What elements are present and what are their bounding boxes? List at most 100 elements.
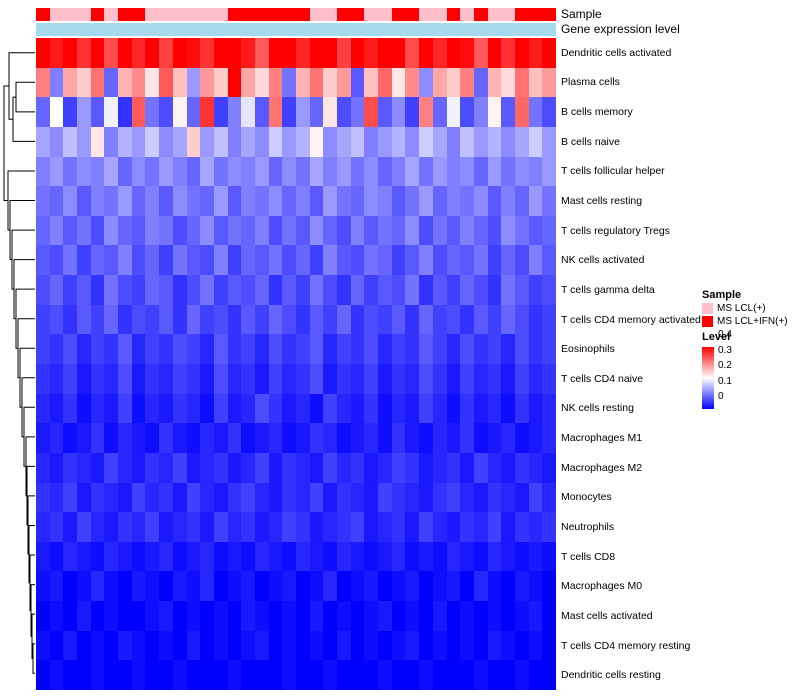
heatmap-cell <box>63 334 78 364</box>
heatmap-cell <box>49 275 64 305</box>
heatmap-cell <box>172 571 187 602</box>
heatmap-cell <box>446 482 461 513</box>
heatmap-cell <box>364 67 379 98</box>
heatmap-cell <box>90 186 105 216</box>
heatmap-cell <box>131 67 146 98</box>
sample-annotation-cell <box>36 8 50 21</box>
heatmap-cell <box>282 156 296 187</box>
heatmap-cell <box>405 215 420 246</box>
heatmap-cell <box>186 97 201 127</box>
heatmap-cell <box>172 126 187 157</box>
heatmap-cell <box>528 364 543 394</box>
heatmap-cell <box>487 97 502 127</box>
legend-sample: Sample MS LCL(+) MS LCL+IFN(+) <box>702 289 798 327</box>
heatmap-cell <box>49 126 64 157</box>
heatmap-cell <box>323 571 338 602</box>
heatmap-cell <box>473 126 488 157</box>
heatmap-cell <box>432 452 447 483</box>
heatmap-cell <box>36 630 50 661</box>
heatmap-cell <box>49 601 64 631</box>
heatmap-cell <box>200 630 214 661</box>
heatmap-cell <box>419 571 433 602</box>
heatmap-cell <box>296 571 310 602</box>
heatmap-cell <box>501 601 515 631</box>
heatmap-cell <box>77 334 91 364</box>
heatmap-cell <box>460 186 474 216</box>
heatmap-cell <box>254 275 269 305</box>
heatmap-cell <box>309 452 324 483</box>
heatmap-cell <box>501 364 515 394</box>
heatmap-cell <box>309 304 324 335</box>
heatmap-cell <box>282 541 296 572</box>
heatmap-cell <box>473 97 488 127</box>
heatmap-cell <box>296 452 310 483</box>
heatmap-cell <box>528 334 543 364</box>
heatmap-cell <box>350 245 365 276</box>
heatmap-cell <box>49 482 64 513</box>
heatmap-cell <box>296 541 310 572</box>
heatmap-cell <box>514 38 529 68</box>
sample-annotation-cell <box>350 8 365 21</box>
heatmap-cell <box>309 541 324 572</box>
heatmap-cell <box>419 245 433 276</box>
heatmap-cell <box>213 452 228 483</box>
heatmap-cell <box>487 571 502 602</box>
heatmap-cell <box>200 186 214 216</box>
heatmap-cell <box>391 393 406 424</box>
heatmap-cell <box>159 393 173 424</box>
row-label: Dendritic cells resting <box>561 669 661 682</box>
heatmap-cell <box>172 364 187 394</box>
heatmap-cell <box>118 541 132 572</box>
heatmap-cell <box>36 215 50 246</box>
heatmap-cell <box>514 156 529 187</box>
heatmap-cell <box>391 156 406 187</box>
heatmap-cell <box>118 630 132 661</box>
heatmap-cell <box>145 97 160 127</box>
heatmap-cell <box>446 541 461 572</box>
legend-item-label: MS LCL+IFN(+) <box>717 316 788 327</box>
heatmap-cell <box>323 601 338 631</box>
heatmap-cell <box>159 245 173 276</box>
heatmap-cell <box>90 482 105 513</box>
heatmap-cell <box>446 423 461 453</box>
heatmap-cell <box>419 423 433 453</box>
heatmap-cell <box>350 186 365 216</box>
heatmap-cell <box>296 601 310 631</box>
heatmap-cell <box>405 156 420 187</box>
heatmap-cell <box>131 512 146 542</box>
heatmap-cell <box>213 334 228 364</box>
gene-expression-annotation-label: Gene expression level <box>561 22 680 36</box>
heatmap-cell <box>296 97 310 127</box>
heatmap-cell <box>514 452 529 483</box>
heatmap-cell <box>118 452 132 483</box>
heatmap-cell <box>104 393 119 424</box>
heatmap-cell <box>118 482 132 513</box>
heatmap-cell <box>254 245 269 276</box>
heatmap-cell <box>159 482 173 513</box>
heatmap-cell <box>63 126 78 157</box>
heatmap-cell <box>391 97 406 127</box>
heatmap-cell <box>419 541 433 572</box>
heatmap-cell <box>90 304 105 335</box>
heatmap-cell <box>460 275 474 305</box>
heatmap-cell <box>364 660 379 690</box>
heatmap-cell <box>460 660 474 690</box>
heatmap-cell <box>172 512 187 542</box>
heatmap-cell <box>186 364 201 394</box>
heatmap-cell <box>227 364 242 394</box>
heatmap-cell <box>145 215 160 246</box>
heatmap-cell <box>460 334 474 364</box>
heatmap-cell <box>309 601 324 631</box>
heatmap-cell <box>213 215 228 246</box>
heatmap-cell <box>337 364 351 394</box>
heatmap-cell <box>159 660 173 690</box>
heatmap-cell <box>473 245 488 276</box>
heatmap-cell <box>63 97 78 127</box>
heatmap-cell <box>254 215 269 246</box>
row-label: NK cells activated <box>561 254 645 267</box>
heatmap-cell <box>419 601 433 631</box>
heatmap-cell <box>391 364 406 394</box>
heatmap-cell <box>309 186 324 216</box>
heatmap-cell <box>528 393 543 424</box>
heatmap-cell <box>213 601 228 631</box>
